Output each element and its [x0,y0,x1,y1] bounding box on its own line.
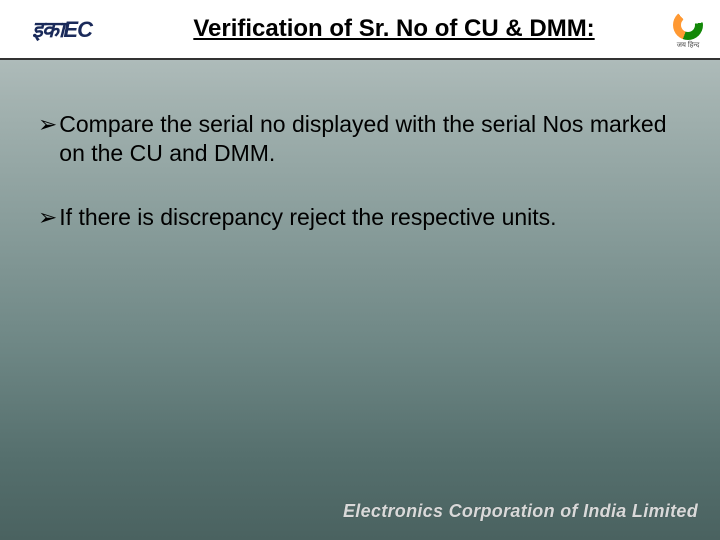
bullet-text: If there is discrepancy reject the respe… [59,203,682,232]
bullet-text: Compare the serial no displayed with the… [59,110,682,169]
page-title: Verification of Sr. No of CU & DMM: [118,15,720,43]
list-item: ➢ If there is discrepancy reject the res… [38,203,682,232]
content-area: ➢ Compare the serial no displayed with t… [0,60,720,232]
tricolor-icon [673,10,703,40]
jai-hind-label: जय हिन्द [677,41,700,50]
header-bar: इकाEC Verification of Sr. No of CU & DMM… [0,0,720,60]
jai-hind-emblem: जय हिन्द [666,8,710,52]
ecil-logo-text: इकाEC [32,14,92,44]
bullet-marker-icon: ➢ [38,110,57,139]
bullet-marker-icon: ➢ [38,203,57,232]
slide: इकाEC Verification of Sr. No of CU & DMM… [0,0,720,540]
list-item: ➢ Compare the serial no displayed with t… [38,110,682,169]
ecil-logo: इकाEC [6,5,118,53]
footer-org-name: Electronics Corporation of India Limited [343,501,698,522]
